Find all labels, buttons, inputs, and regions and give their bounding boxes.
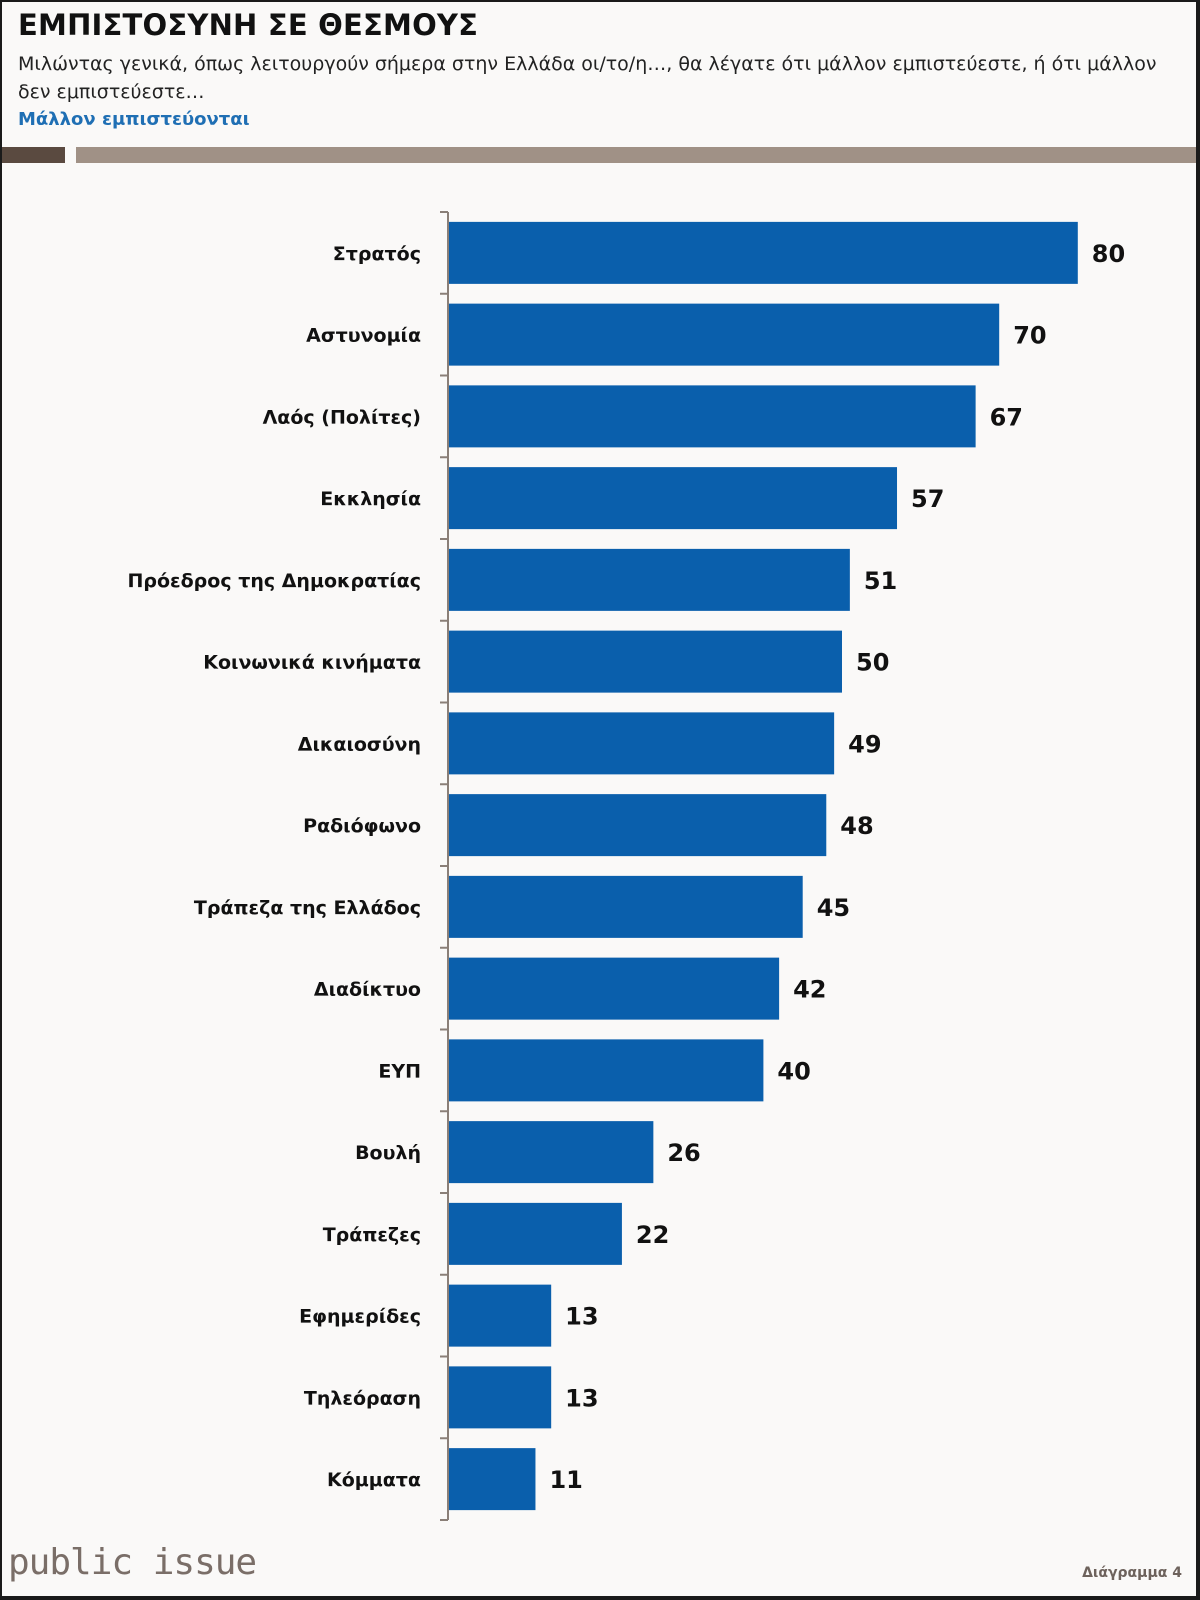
value-label: 67: [990, 403, 1023, 431]
category-label: Τράπεζες: [323, 1224, 421, 1246]
value-label: 11: [549, 1466, 582, 1494]
value-label: 13: [565, 1303, 598, 1331]
value-label: 50: [856, 649, 889, 677]
value-label: 40: [777, 1057, 810, 1085]
value-label: 42: [793, 976, 826, 1004]
bar: [449, 1448, 536, 1511]
category-label: Ραδιόφωνο: [303, 815, 421, 837]
bar: [449, 1202, 622, 1265]
bar: [449, 385, 976, 448]
category-label: Λαός (Πολίτες): [263, 406, 421, 428]
value-label: 49: [848, 730, 881, 758]
bar: [449, 794, 827, 857]
page-title: ΕΜΠΙΣΤΟΣΥΝΗ ΣΕ ΘΕΣΜΟΥΣ: [18, 8, 479, 42]
header-rule-light: [76, 147, 1196, 163]
value-label: 70: [1013, 322, 1046, 350]
category-label: Πρόεδρος της Δημοκρατίας: [127, 570, 421, 592]
bar: [449, 712, 835, 775]
category-label: Κοινωνικά κινήματα: [203, 652, 421, 674]
bar: [449, 303, 1000, 366]
category-label: Εκκλησία: [320, 488, 421, 510]
category-label: Διαδίκτυο: [314, 979, 421, 1001]
category-label: Στρατός: [333, 243, 421, 265]
bar: [449, 1366, 552, 1429]
header-rule-dark: [2, 147, 65, 163]
bar-chart: Στρατός 80 Αστυνομία 70 Λαός (Πολίτες) 67 Εκκλ…: [127, 211, 1125, 1521]
value-label: 22: [636, 1221, 669, 1249]
bar: [449, 957, 780, 1020]
category-label: Βουλή: [355, 1142, 421, 1164]
category-label: Τράπεζα της Ελλάδος: [194, 897, 421, 919]
category-label: ΕΥΠ: [378, 1060, 421, 1082]
value-label: 57: [911, 485, 944, 513]
bar: [449, 630, 842, 693]
value-label: 45: [817, 894, 850, 922]
category-axis: [440, 211, 449, 1521]
category-label: Τηλεόραση: [304, 1387, 421, 1409]
bar: [449, 875, 803, 938]
value-label: 26: [667, 1139, 700, 1167]
series-label: Μάλλον εμπιστεύονται: [18, 109, 250, 130]
labels-layer: Στρατός 80 Αστυνομία 70 Λαός (Πολίτες) 67 Εκκλ…: [127, 240, 1125, 1494]
bar: [449, 221, 1078, 284]
bar: [449, 1121, 654, 1184]
value-label: 13: [565, 1384, 598, 1412]
figure-number: Διάγραμμα 4: [1082, 1565, 1182, 1581]
category-label: Εφημερίδες: [299, 1306, 421, 1328]
bar: [449, 1284, 552, 1347]
brand-logo: public issue: [8, 1542, 257, 1583]
category-label: Αστυνομία: [306, 325, 421, 347]
bar: [449, 548, 850, 611]
value-label: 51: [864, 567, 897, 595]
value-label: 48: [840, 812, 873, 840]
category-label: Κόμματα: [327, 1469, 421, 1491]
value-label: 80: [1092, 240, 1125, 268]
bar: [449, 467, 898, 530]
question-text: Μιλώντας γενικά, όπως λειτουργούν σήμερα…: [18, 53, 1157, 103]
bars-layer: [449, 221, 1078, 1511]
category-label: Δικαιοσύνη: [298, 733, 421, 755]
bar: [449, 1039, 764, 1102]
